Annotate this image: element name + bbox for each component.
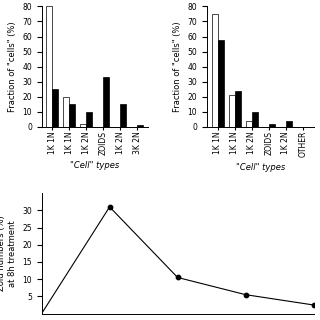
Point (311, 302, 316, 308)
Bar (80, 124, 86, 127)
Y-axis label: Fraction of "cells" (%): Fraction of "cells" (%) (8, 21, 17, 112)
Bar (86, 112, 92, 127)
X-axis label: "Cell" types: "Cell" types (70, 161, 120, 170)
Bar (63, 97, 69, 127)
Bar (212, 14, 218, 127)
Point (175, 275, 180, 280)
Bar (46, 6, 52, 127)
Bar (286, 121, 292, 127)
Bar (138, 125, 143, 127)
Y-axis label: Zoid numbers (%)
at 8h treatment: Zoid numbers (%) at 8h treatment (0, 215, 17, 291)
Y-axis label: Fraction of "cells" (%): Fraction of "cells" (%) (173, 21, 182, 112)
Bar (246, 121, 252, 127)
Bar (52, 89, 58, 127)
Point (243, 292, 248, 297)
Bar (103, 77, 109, 127)
X-axis label: "Cell" types: "Cell" types (236, 163, 285, 172)
Bar (269, 124, 275, 127)
Point (107, 204, 112, 210)
Bar (229, 95, 235, 127)
Bar (235, 91, 241, 127)
Bar (218, 40, 224, 127)
Bar (252, 112, 258, 127)
Bar (69, 104, 76, 127)
Bar (120, 104, 126, 127)
